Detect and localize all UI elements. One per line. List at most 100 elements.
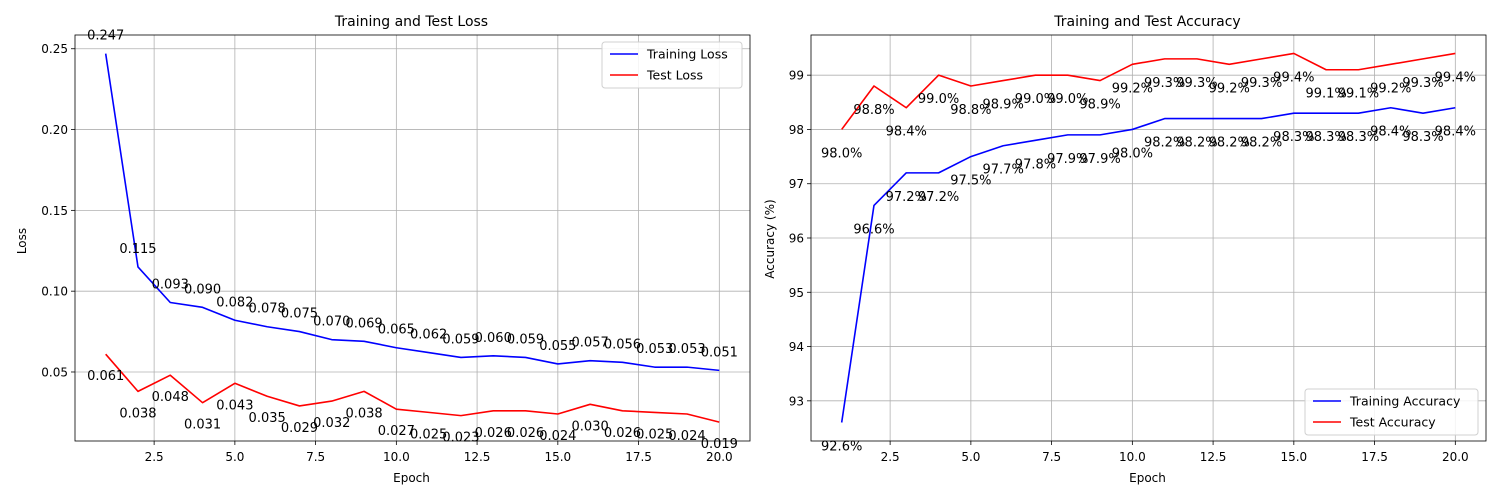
training-accuracy-data-label: 97.9% [1047, 152, 1088, 167]
accuracy-y-axis-label: Accuracy (%) [763, 199, 777, 278]
test-loss-data-label: 0.029 [281, 421, 318, 436]
loss-y-tick-label: 0.15 [41, 204, 68, 218]
test-loss-data-label: 0.031 [184, 418, 221, 433]
accuracy-grid [811, 35, 1486, 441]
test-loss-data-label: 0.024 [539, 429, 576, 444]
training-accuracy-data-label: 98.0% [1112, 146, 1153, 161]
training-loss-line [104, 53, 720, 372]
test-loss-data-label: 0.026 [604, 426, 641, 441]
loss-y-tick-label: 0.10 [41, 285, 68, 299]
training-accuracy-line [840, 106, 1456, 423]
test-accuracy-data-label: 98.4% [886, 125, 927, 140]
accuracy-y-tick-label: 94 [789, 340, 804, 354]
accuracy-chart-title: Training and Test Accuracy [1053, 14, 1240, 30]
training-loss-data-label: 0.065 [378, 323, 415, 338]
accuracy-x-tick-label: 17.5 [1361, 450, 1388, 464]
training-accuracy-data-label: 98.2% [1144, 136, 1185, 151]
test-loss-data-label: 0.061 [87, 369, 124, 384]
training-loss-data-label: 0.070 [313, 315, 350, 330]
training-accuracy-data-label: 98.4% [1435, 125, 1476, 140]
training-accuracy-data-label: 97.9% [1079, 152, 1120, 167]
accuracy-legend: Training Accuracy Test Accuracy [1304, 388, 1479, 436]
loss-chart-title: Training and Test Loss [334, 14, 488, 30]
training-accuracy-data-label: 97.5% [950, 174, 991, 189]
accuracy-y-tick-label: 95 [789, 286, 804, 300]
accuracy-x-tick-label: 5.0 [961, 450, 980, 464]
training-accuracy-data-label: 98.3% [1305, 130, 1346, 145]
training-loss-data-label: 0.059 [442, 332, 479, 347]
training-loss-data-label: 0.093 [152, 277, 189, 292]
test-accuracy-data-label: 99.3% [1176, 76, 1217, 91]
training-accuracy-data-label: 97.8% [1015, 157, 1056, 172]
test-loss-data-label: 0.030 [572, 419, 609, 434]
accuracy-y-tick-label: 93 [789, 394, 804, 408]
accuracy-x-tick-label: 7.5 [1042, 450, 1061, 464]
loss-x-tick-label: 15.0 [544, 450, 571, 464]
training-accuracy-data-label: 98.3% [1402, 130, 1443, 145]
training-accuracy-data-label: 98.2% [1176, 136, 1217, 151]
training-loss-data-label: 0.055 [539, 339, 576, 354]
training-accuracy-data-label: 97.7% [983, 163, 1024, 178]
test-loss-data-label: 0.019 [701, 437, 738, 452]
test-accuracy-data-label: 99.4% [1435, 70, 1476, 85]
training-accuracy-data-label: 97.2% [918, 190, 959, 205]
test-accuracy-line [841, 52, 1456, 130]
test-loss-data-label: 0.035 [249, 411, 286, 426]
accuracy-x-axis-label: Epoch [1129, 471, 1166, 485]
training-loss-data-label: 0.090 [184, 282, 221, 297]
test-loss-data-label: 0.038 [345, 406, 382, 421]
training-loss-data-label: 0.059 [507, 332, 544, 347]
training-loss-data-label: 0.051 [701, 345, 738, 360]
training-loss-data-label: 0.115 [119, 242, 156, 257]
training-loss-data-label: 0.056 [604, 337, 641, 352]
test-accuracy-legend-label: Test Accuracy [1349, 415, 1436, 430]
test-loss-data-label: 0.038 [119, 406, 156, 421]
accuracy-y-tick-label: 99 [789, 69, 804, 83]
accuracy-x-tick-label: 15.0 [1280, 450, 1307, 464]
training-loss-data-label: 0.057 [572, 336, 609, 351]
test-accuracy-data-label: 99.1% [1305, 87, 1346, 102]
test-accuracy-data-label: 99.1% [1338, 87, 1379, 102]
test-loss-data-label: 0.043 [216, 398, 253, 413]
loss-y-tick-label: 0.20 [41, 123, 68, 137]
training-loss-legend-label: Training Loss [646, 47, 728, 62]
accuracy-y-tick-label: 98 [789, 123, 804, 137]
training-accuracy-data-label: 98.2% [1241, 136, 1282, 151]
training-accuracy-data-label: 96.6% [853, 222, 894, 237]
loss-y-tick-label: 0.05 [41, 365, 68, 379]
test-accuracy-data-label: 99.0% [1047, 92, 1088, 107]
training-accuracy-data-label: 98.2% [1209, 136, 1250, 151]
training-loss-data-label: 0.078 [249, 302, 286, 317]
test-loss-data-label: 0.048 [152, 390, 189, 405]
test-loss-legend-label: Test Loss [646, 68, 703, 83]
test-accuracy-data-label: 98.9% [983, 98, 1024, 113]
test-loss-line [105, 353, 720, 423]
accuracy-legend-box [1304, 388, 1479, 436]
test-loss-data-label: 0.026 [475, 426, 512, 441]
loss-x-tick-label: 10.0 [383, 450, 410, 464]
test-accuracy-data-label: 98.8% [853, 103, 894, 118]
loss-x-axis-label: Epoch [393, 471, 430, 485]
test-accuracy-data-label: 99.2% [1370, 81, 1411, 96]
test-accuracy-data-label: 99.0% [918, 92, 959, 107]
training-loss-data-label: 0.053 [636, 342, 673, 357]
accuracy-y-tick-label: 97 [789, 177, 804, 191]
test-accuracy-data-label: 99.2% [1112, 81, 1153, 96]
loss-x-tick-label: 17.5 [625, 450, 652, 464]
test-loss-data-label: 0.026 [507, 426, 544, 441]
loss-x-tick-label: 12.5 [464, 450, 491, 464]
test-loss-data-label: 0.025 [636, 427, 673, 442]
accuracy-x-tick-label: 10.0 [1119, 450, 1146, 464]
training-loss-data-label: 0.247 [87, 29, 124, 44]
training-accuracy-data-label: 98.4% [1370, 125, 1411, 140]
test-accuracy-data-label: 99.3% [1402, 76, 1443, 91]
accuracy-chart: Training and Test Accuracy Epoch Accurac… [763, 14, 1487, 485]
test-accuracy-data-label: 98.9% [1079, 98, 1120, 113]
training-accuracy-data-label: 98.3% [1338, 130, 1379, 145]
test-accuracy-data-label: 99.3% [1144, 76, 1185, 91]
training-accuracy-data-label: 92.6% [821, 440, 862, 455]
loss-x-tick-label: 2.5 [145, 450, 164, 464]
test-loss-data-label: 0.024 [668, 429, 705, 444]
training-loss-data-label: 0.053 [668, 342, 705, 357]
